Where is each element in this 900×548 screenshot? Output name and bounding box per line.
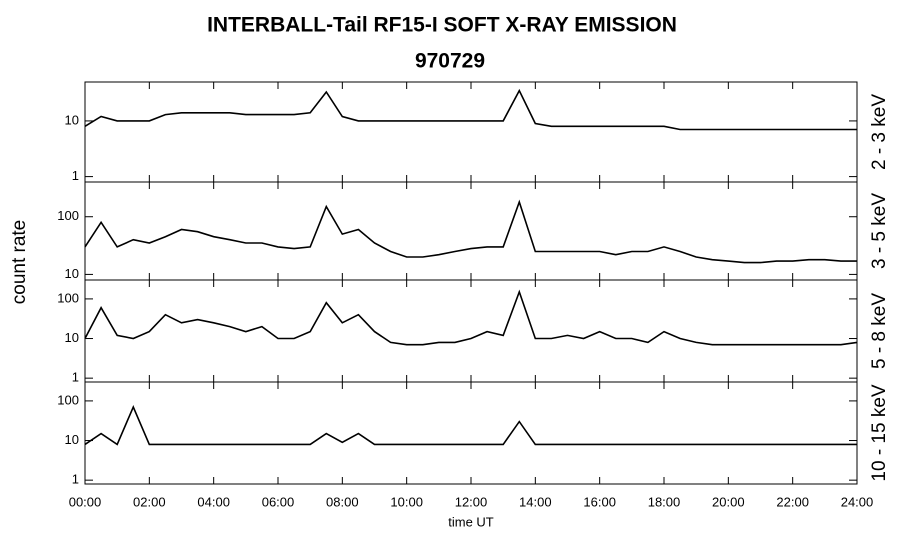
y-tick-label: 1 <box>72 370 79 385</box>
panel-frame <box>84 279 858 383</box>
x-axis-label: time UT <box>448 514 494 529</box>
y-tick-label: 10 <box>65 266 79 281</box>
x-tick-label: 22:00 <box>776 494 809 509</box>
chart-subtitle: 970729 <box>415 50 485 73</box>
x-tick-label: 14:00 <box>519 494 552 509</box>
chart-title: INTERBALL-Tail RF15-I SOFT X-RAY EMISSIO… <box>207 14 677 37</box>
y-tick-label: 10 <box>65 330 79 345</box>
panel-label: 10 - 15 keV <box>869 384 890 481</box>
x-tick-label: 00:00 <box>69 494 102 509</box>
data-line <box>84 199 857 264</box>
data-line <box>84 289 858 346</box>
y-tick-label: 10 <box>65 112 79 127</box>
y-tick-label: 100 <box>57 208 79 223</box>
y-tick-label: 10 <box>65 432 79 447</box>
x-tick-label: 12:00 <box>455 494 488 509</box>
panel-label: 2 - 3 keV <box>869 94 890 170</box>
y-tick-label: 1 <box>72 168 79 183</box>
x-tick-label: 10:00 <box>390 494 423 509</box>
x-tick-label: 06:00 <box>262 494 295 509</box>
x-tick-label: 04:00 <box>197 494 230 509</box>
x-tick-label: 16:00 <box>583 494 616 509</box>
x-tick-label: 18:00 <box>648 494 681 509</box>
x-tick-label: 08:00 <box>326 494 359 509</box>
x-tick-label: 02:00 <box>133 494 166 509</box>
panel-frame <box>84 81 858 183</box>
y-axis-label: count rate <box>9 220 30 305</box>
y-tick-label: 1 <box>72 472 79 487</box>
data-line <box>84 404 857 446</box>
y-tick-label: 100 <box>57 392 79 407</box>
x-tick-label: 24:00 <box>841 494 874 509</box>
panel-label: 3 - 5 keV <box>869 193 890 269</box>
panel-frame <box>84 381 858 485</box>
x-tick-label: 20:00 <box>712 494 745 509</box>
y-tick-label: 100 <box>57 290 79 305</box>
data-line <box>84 88 857 131</box>
panel-frame <box>84 181 858 281</box>
panel-label: 5 - 8 keV <box>869 293 890 369</box>
